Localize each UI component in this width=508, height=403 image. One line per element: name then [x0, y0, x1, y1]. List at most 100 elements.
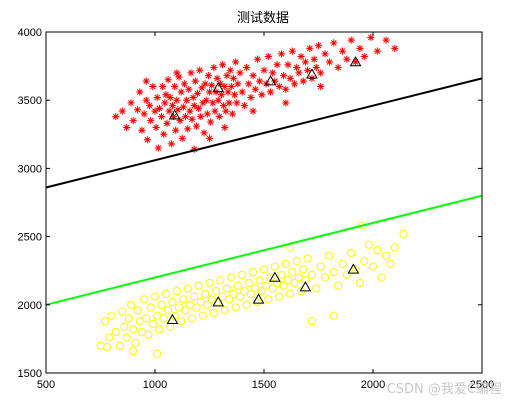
- data-point-circle: [150, 292, 160, 301]
- data-point-circle: [325, 251, 334, 260]
- data-point-asterisk: [140, 110, 148, 118]
- data-point-asterisk: [233, 99, 241, 107]
- data-point-circle: [211, 287, 221, 296]
- data-point-asterisk: [183, 96, 191, 104]
- data-point-asterisk: [218, 61, 227, 69]
- data-point-circle: [161, 289, 170, 298]
- data-point-asterisk: [112, 112, 120, 121]
- y-tick-label: 1500: [18, 368, 42, 380]
- data-point-asterisk: [290, 80, 299, 88]
- data-point-asterisk: [228, 110, 236, 118]
- data-point-circle: [286, 289, 295, 298]
- data-point-asterisk: [133, 106, 142, 114]
- data-point-circle: [390, 243, 399, 252]
- data-point-asterisk: [196, 66, 204, 74]
- data-point-asterisk: [206, 118, 215, 126]
- data-point-asterisk: [142, 77, 150, 85]
- data-point-asterisk: [347, 36, 355, 44]
- data-point-asterisk: [162, 91, 170, 99]
- data-point-circle: [142, 314, 151, 323]
- data-point-asterisk: [168, 102, 177, 110]
- data-point-circle: [235, 292, 245, 301]
- data-point-asterisk: [230, 91, 239, 99]
- center-marker-triangle: [212, 81, 225, 93]
- data-point-circle: [292, 257, 301, 266]
- data-point-asterisk: [163, 119, 171, 127]
- data-point-asterisk: [166, 93, 174, 102]
- x-tick-label: 2000: [361, 379, 385, 391]
- data-point-asterisk: [360, 52, 368, 61]
- center-marker-triangle: [347, 263, 360, 274]
- data-point-asterisk: [142, 96, 150, 104]
- data-point-circle: [190, 292, 199, 301]
- data-point-asterisk: [382, 36, 390, 44]
- data-point-circle: [329, 311, 338, 320]
- data-point-asterisk: [202, 96, 210, 104]
- center-marker-triangle: [252, 293, 265, 304]
- data-point-circle: [316, 262, 325, 271]
- data-point-circle: [179, 295, 188, 304]
- data-point-circle: [355, 278, 365, 288]
- data-point-asterisk: [253, 55, 262, 63]
- data-point-circle: [122, 333, 131, 342]
- data-point-asterisk: [310, 55, 318, 63]
- data-point-asterisk: [129, 117, 137, 125]
- data-point-asterisk: [199, 99, 207, 107]
- data-point-circle: [244, 278, 253, 288]
- data-point-asterisk: [198, 84, 206, 92]
- data-point-asterisk: [149, 82, 157, 91]
- data-point-circle: [140, 295, 149, 304]
- data-point-asterisk: [197, 112, 205, 121]
- data-point-asterisk: [330, 39, 338, 47]
- data-point-circle: [253, 297, 262, 307]
- data-point-asterisk: [234, 80, 242, 88]
- data-point-circle: [220, 306, 229, 315]
- data-point-asterisk: [155, 104, 163, 112]
- data-point-asterisk: [269, 69, 277, 77]
- data-point-circle: [129, 325, 138, 334]
- data-point-asterisk: [192, 122, 201, 130]
- data-point-asterisk: [258, 91, 266, 99]
- data-point-asterisk: [343, 55, 351, 63]
- center-markers: [166, 56, 362, 325]
- data-point-asterisk: [189, 93, 197, 102]
- decision-lines: [45, 77, 483, 306]
- data-point-asterisk: [301, 58, 310, 66]
- boundary-line: [45, 77, 483, 189]
- y-tick-label: 4000: [18, 27, 42, 39]
- data-point-asterisk: [209, 99, 217, 107]
- data-point-circle: [146, 303, 155, 312]
- data-point-asterisk: [172, 126, 180, 134]
- data-point-circle: [124, 314, 133, 323]
- data-point-asterisk: [226, 66, 234, 74]
- data-point-circle: [120, 322, 129, 331]
- data-point-asterisk: [157, 112, 166, 121]
- data-point-asterisk: [123, 123, 131, 132]
- data-point-asterisk: [215, 112, 223, 121]
- data-point-circle: [301, 276, 310, 285]
- data-point-asterisk: [314, 42, 323, 50]
- center-marker-triangle: [168, 109, 181, 120]
- data-point-asterisk: [160, 130, 168, 138]
- data-point-asterisk: [227, 82, 235, 91]
- data-point-asterisk: [223, 72, 231, 80]
- data-point-asterisk: [321, 50, 329, 58]
- data-point-asterisk: [118, 107, 126, 115]
- data-point-asterisk: [167, 140, 175, 148]
- data-point-asterisk: [188, 115, 196, 123]
- data-point-asterisk: [280, 72, 288, 80]
- data-point-asterisk: [238, 88, 246, 96]
- center-marker-triangle: [264, 75, 277, 86]
- data-point-asterisk: [177, 88, 185, 96]
- data-point-asterisk: [304, 66, 312, 74]
- x-tick-label: 2500: [470, 379, 494, 391]
- data-point-circle: [129, 347, 138, 356]
- data-point-asterisk: [193, 89, 202, 97]
- data-point-asterisk: [205, 134, 214, 142]
- data-point-asterisk: [247, 93, 255, 102]
- data-point-circle: [181, 306, 190, 315]
- data-point-asterisk: [152, 123, 160, 132]
- data-point-asterisk: [145, 102, 154, 110]
- data-point-asterisk: [256, 77, 264, 85]
